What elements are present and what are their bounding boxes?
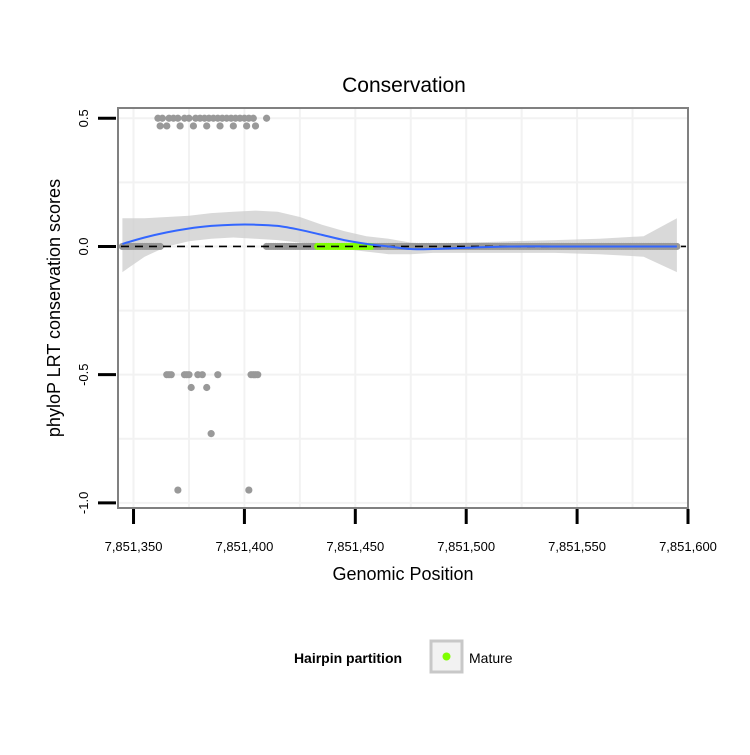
data-point: [673, 242, 681, 251]
plot-panel: [118, 108, 688, 508]
x-tick-label: 7,851,400: [215, 539, 273, 554]
data-point: [243, 122, 251, 130]
data-point: [176, 122, 184, 130]
y-tick-label: 0.0: [76, 237, 91, 255]
data-point: [203, 383, 211, 392]
y-tick-label: -1.0: [76, 492, 91, 514]
axes: 7,851,350 7,851,400 7,851,450 7,851,500 7,85…: [76, 107, 717, 554]
data-point: [207, 430, 215, 438]
panel-border: [117, 107, 689, 509]
data-point: [167, 371, 175, 379]
x-tick-label: 7,851,450: [326, 539, 384, 554]
y-axis-label: phyloP LRT conservation scores: [44, 179, 64, 437]
data-point: [198, 371, 206, 379]
data-point: [203, 122, 211, 130]
data-point: [185, 114, 193, 122]
x-tick-label: 7,851,350: [105, 539, 163, 554]
x-tick-label: 7,851,600: [659, 539, 717, 554]
data-point: [262, 114, 271, 122]
legend-mature-swatch: [442, 652, 451, 661]
data-point: [156, 242, 164, 251]
legend: Hairpin partition Mature: [294, 639, 513, 674]
data-point: [158, 114, 166, 122]
chart-title: Conservation: [342, 74, 466, 97]
smooth-trend-line: [122, 223, 677, 251]
data-point: [254, 371, 262, 379]
data-point: [249, 114, 257, 122]
confidence-band: [122, 210, 677, 273]
data-point: [245, 486, 253, 494]
x-tick-label: 7,851,500: [437, 539, 495, 554]
x-axis-label: Genomic Position: [332, 564, 473, 584]
data-point: [174, 114, 182, 122]
data-point: [251, 122, 260, 130]
y-tick-label: -0.5: [76, 363, 91, 385]
confidence-ribbon: [122, 210, 677, 273]
data-point: [156, 122, 164, 130]
legend-label-mature: Mature: [469, 650, 513, 666]
x-tick-label: 7,851,550: [548, 539, 606, 554]
data-point: [187, 383, 195, 392]
data-point: [216, 122, 224, 130]
data-point: [163, 122, 171, 130]
smooth-line-layer: [121, 223, 686, 251]
data-point: [189, 122, 198, 130]
panel-background: [118, 108, 688, 508]
data-point: [229, 122, 237, 130]
legend-title: Hairpin partition: [294, 650, 402, 666]
data-point: [174, 486, 182, 494]
data-point: [185, 371, 193, 379]
y-tick-label: 0.5: [76, 109, 91, 127]
data-point: [214, 371, 222, 379]
